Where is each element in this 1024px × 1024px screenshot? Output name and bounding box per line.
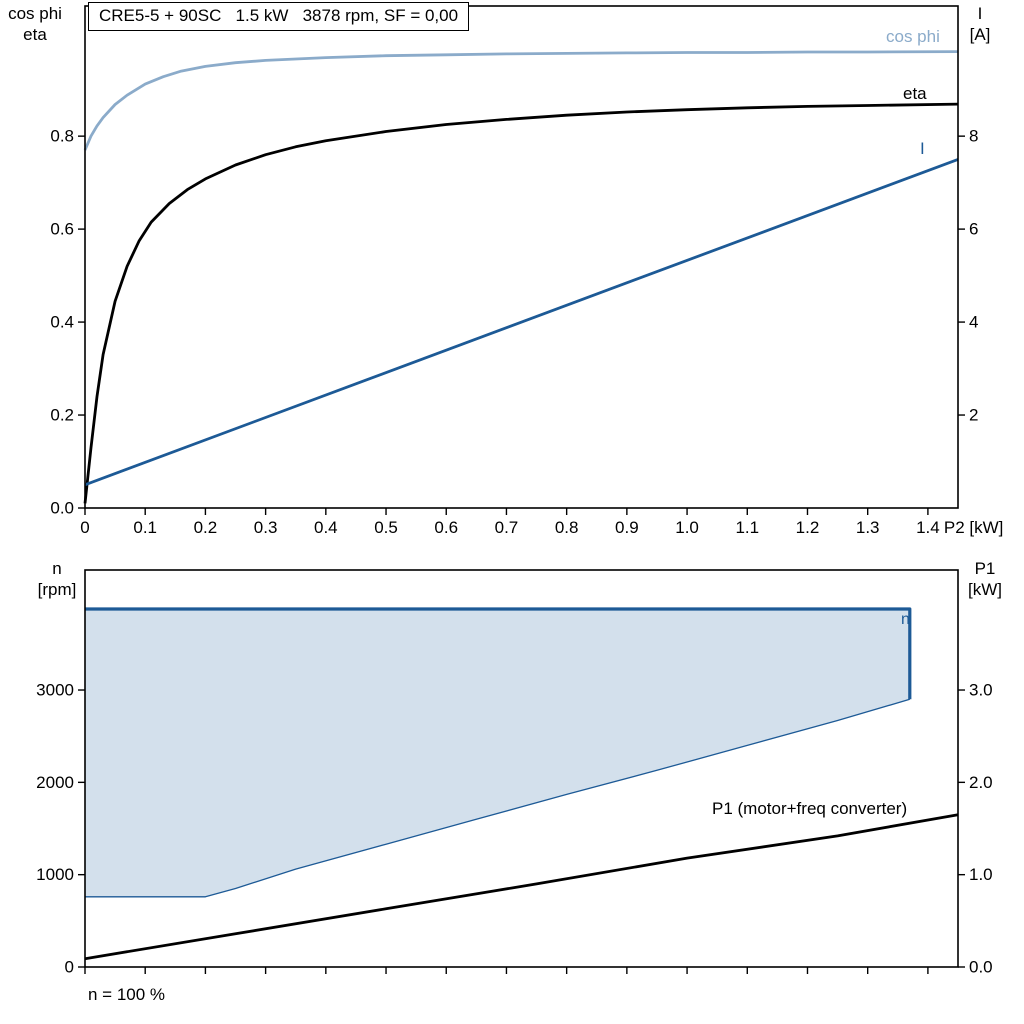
svg-text:2000: 2000 bbox=[36, 773, 74, 792]
svg-text:1.2: 1.2 bbox=[796, 518, 820, 537]
svg-text:0.2: 0.2 bbox=[50, 406, 74, 425]
curve-label-current: I bbox=[920, 139, 925, 158]
svg-text:8: 8 bbox=[969, 127, 978, 146]
svg-text:0.8: 0.8 bbox=[50, 127, 74, 146]
svg-text:6: 6 bbox=[969, 220, 978, 239]
operating-region bbox=[85, 609, 910, 897]
svg-text:2: 2 bbox=[969, 406, 978, 425]
series-n-lower-boundary bbox=[85, 698, 910, 898]
svg-text:2.0: 2.0 bbox=[969, 773, 993, 792]
curve-label-eta: eta bbox=[903, 84, 927, 103]
axis-label-speed: n bbox=[52, 559, 62, 578]
series-n bbox=[85, 607, 912, 700]
axis-label-p1-unit: [kW] bbox=[968, 580, 1002, 599]
svg-text:0: 0 bbox=[80, 518, 89, 537]
axis-label-p1: P1 bbox=[974, 559, 996, 578]
axis-label-eta: eta bbox=[23, 25, 47, 44]
axis-label-cos-phi: cos phi bbox=[8, 4, 62, 23]
svg-text:4: 4 bbox=[969, 313, 978, 332]
plot-frame bbox=[84, 5, 959, 509]
curve-label-speed: n bbox=[901, 611, 910, 628]
svg-text:1.1: 1.1 bbox=[735, 518, 759, 537]
svg-text:0.6: 0.6 bbox=[434, 518, 458, 537]
bottom-right-axis-label: P1 [kW] bbox=[950, 558, 1020, 600]
svg-text:0.3: 0.3 bbox=[254, 518, 278, 537]
plot-frame bbox=[84, 569, 959, 968]
svg-text:1000: 1000 bbox=[36, 865, 74, 884]
axis-label-speed-unit: [rpm] bbox=[37, 580, 77, 599]
axis-label-current-unit: [A] bbox=[969, 25, 991, 44]
svg-text:1.0: 1.0 bbox=[675, 518, 699, 537]
curve-label-p1: P1 (motor+freq converter) bbox=[712, 799, 908, 818]
svg-text:0: 0 bbox=[65, 958, 74, 977]
svg-text:0.9: 0.9 bbox=[615, 518, 639, 537]
svg-text:0.0: 0.0 bbox=[50, 499, 74, 518]
svg-text:0.7: 0.7 bbox=[495, 518, 519, 537]
bottom-left-axis-label: n [rpm] bbox=[24, 558, 90, 600]
svg-text:0.5: 0.5 bbox=[374, 518, 398, 537]
top-left-axis-label: cos phi eta bbox=[2, 3, 68, 45]
bottom-chart: 0 1000 2000 3000 0.0 1.0 2.0 3.0 bbox=[36, 569, 993, 977]
series-eta bbox=[83, 102, 959, 504]
svg-text:0.4: 0.4 bbox=[314, 518, 338, 537]
svg-text:P2 [kW]: P2 [kW] bbox=[944, 518, 1004, 537]
svg-text:3000: 3000 bbox=[36, 681, 74, 700]
svg-text:3.0: 3.0 bbox=[969, 681, 993, 700]
series-p1-motor-freq-converter- bbox=[84, 813, 959, 961]
title-box: CRE5-5 + 90SC 1.5 kW 3878 rpm, SF = 0,00 bbox=[88, 2, 470, 31]
svg-text:0.4: 0.4 bbox=[50, 313, 74, 332]
svg-text:0.8: 0.8 bbox=[555, 518, 579, 537]
top-right-axis-label: I [A] bbox=[948, 3, 1012, 45]
axis-label-current: I bbox=[977, 4, 983, 23]
svg-text:1.0: 1.0 bbox=[969, 865, 993, 884]
svg-text:0.1: 0.1 bbox=[133, 518, 157, 537]
svg-text:0.2: 0.2 bbox=[194, 518, 218, 537]
series-i bbox=[84, 158, 959, 487]
curve-label-cos-phi: cos phi bbox=[886, 27, 940, 46]
top-chart: 0 0.1 0.2 0.3 0.4 0.5 0.6 0.7 0.8 0.9 1.0 1.1 1.2 1.3… bbox=[50, 5, 1004, 537]
series-cos-phi bbox=[83, 50, 959, 151]
speed-footnote: n = 100 % bbox=[88, 985, 166, 1004]
svg-text:0.6: 0.6 bbox=[50, 220, 74, 239]
svg-text:1.4: 1.4 bbox=[916, 518, 940, 537]
svg-text:0.0: 0.0 bbox=[969, 958, 993, 977]
svg-text:1.3: 1.3 bbox=[856, 518, 880, 537]
